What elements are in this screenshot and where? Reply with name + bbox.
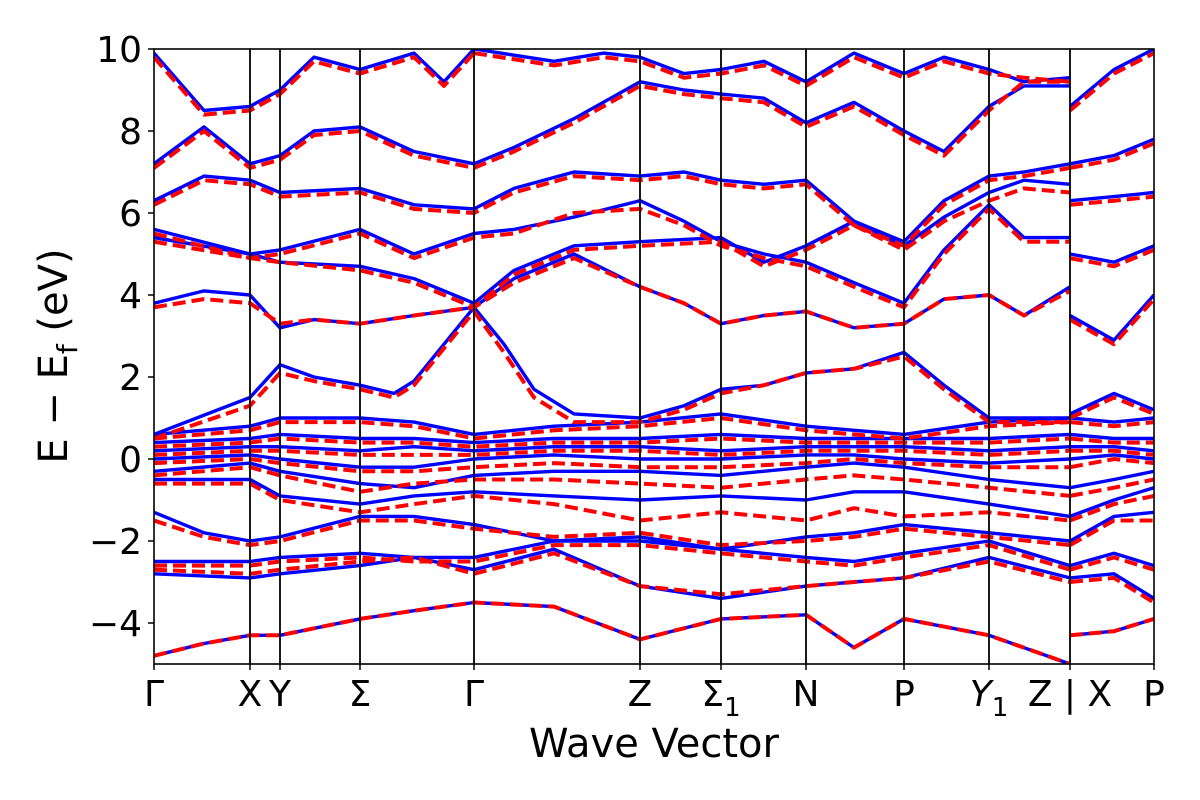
dashed-band-19 bbox=[1069, 420, 1154, 429]
solid-band-13 bbox=[1069, 453, 1154, 461]
solid-band-32 bbox=[154, 49, 476, 113]
x-axis: Γ X Y Σ Γ Z Σ1 N P Y1 Z | X P bbox=[144, 664, 1165, 723]
dashed-band-32 bbox=[154, 51, 476, 117]
x-tick-label-7: N bbox=[793, 674, 820, 715]
dashed-band-22 bbox=[154, 256, 1071, 330]
y-axis-title: E − Ef (eV) bbox=[31, 248, 84, 463]
solid-band-5 bbox=[1069, 551, 1154, 568]
x-tick-label-6: Σ1 bbox=[701, 674, 740, 723]
solid-band-10 bbox=[154, 461, 1071, 490]
solid-band-25 bbox=[1069, 244, 1154, 264]
y-tick-label-1: −2 bbox=[89, 522, 142, 563]
x-tick-label-10: Z | X bbox=[1028, 674, 1112, 715]
dashed-band-28 bbox=[154, 165, 1071, 248]
dashed-band-25 bbox=[1069, 248, 1154, 269]
band-lines bbox=[154, 49, 1154, 664]
y-tick-label-2: 0 bbox=[119, 440, 142, 481]
high-symmetry-lines bbox=[249, 49, 1071, 664]
dashed-band-29 bbox=[1069, 141, 1154, 170]
x-tick-label-8: P bbox=[893, 674, 915, 715]
solid-band-19 bbox=[1069, 416, 1154, 424]
dashed-band-6 bbox=[154, 518, 1071, 548]
dashed-band-20 bbox=[154, 309, 1070, 441]
solid-band-31 bbox=[1068, 49, 1154, 108]
solid-band-15 bbox=[1070, 445, 1154, 453]
x-tick-label-5: Z bbox=[628, 674, 653, 715]
y-tick-label-0: −4 bbox=[89, 604, 142, 645]
dashed-band-14 bbox=[154, 448, 1071, 457]
x-tick-label-2: Y bbox=[268, 674, 292, 715]
dashed-band-12 bbox=[154, 457, 1070, 474]
dashed-band-2 bbox=[154, 551, 1071, 597]
solid-band-9 bbox=[1069, 486, 1154, 518]
solid-band-23 bbox=[1069, 293, 1154, 342]
dashed-band-15 bbox=[1070, 448, 1154, 457]
solid-band-8 bbox=[154, 477, 1071, 519]
dashed-band-5 bbox=[1069, 555, 1154, 572]
solid-band-6 bbox=[154, 510, 1071, 551]
solid-band-24 bbox=[154, 178, 1071, 305]
dashed-band-9 bbox=[1069, 493, 1154, 523]
y-axis-title-subscript: f bbox=[51, 343, 84, 354]
solid-band-28 bbox=[154, 162, 1071, 244]
dashed-band-33 bbox=[473, 51, 1071, 88]
solid-band-21 bbox=[1069, 391, 1154, 416]
y-tick-label-3: 2 bbox=[119, 358, 142, 399]
dashed-band-21 bbox=[1069, 395, 1154, 420]
dashed-band-17 bbox=[1069, 436, 1154, 445]
y-tick-label-7: 10 bbox=[96, 30, 142, 71]
y-axis-title-unit: (eV) bbox=[31, 248, 77, 344]
solid-band-17 bbox=[1069, 432, 1154, 441]
dashed-band-11 bbox=[1069, 477, 1154, 498]
y-tick-label-4: 4 bbox=[119, 276, 142, 317]
x-tick-label-4: Γ bbox=[464, 674, 484, 715]
dashed-band-4 bbox=[154, 543, 1071, 572]
dashed-band-10 bbox=[154, 465, 1071, 498]
x-tick-label-0: Γ bbox=[144, 674, 164, 715]
dashed-band-8 bbox=[154, 481, 1071, 523]
solid-band-29 bbox=[1069, 137, 1154, 166]
y-axis-title-main: E − E bbox=[31, 354, 77, 464]
dashed-band-23 bbox=[1069, 297, 1154, 347]
dashed-band-0 bbox=[154, 600, 1071, 664]
solid-band-2 bbox=[154, 547, 1071, 601]
dashed-band-30 bbox=[154, 79, 1070, 170]
x-tick-label-11: P bbox=[1143, 674, 1165, 715]
dashed-band-16 bbox=[154, 436, 1071, 449]
dashed-band-3 bbox=[1069, 575, 1154, 605]
y-axis: −4 −2 0 2 4 6 8 10 bbox=[89, 30, 154, 645]
x-axis-title: Wave Vector bbox=[529, 721, 780, 767]
x-tick-label-9: Y1 bbox=[970, 674, 1009, 723]
dashed-band-31 bbox=[1068, 51, 1154, 113]
y-tick-label-5: 6 bbox=[119, 194, 142, 235]
dashed-band-1 bbox=[1069, 616, 1154, 638]
dashed-band-18 bbox=[154, 416, 1071, 441]
solid-band-4 bbox=[154, 539, 1071, 568]
plot-frame bbox=[153, 48, 1155, 665]
solid-band-3 bbox=[1069, 572, 1154, 600]
solid-band-7 bbox=[1069, 510, 1154, 543]
solid-band-18 bbox=[154, 412, 1071, 437]
dashed-band-24 bbox=[154, 186, 1071, 310]
solid-band-27 bbox=[1069, 190, 1154, 203]
solid-band-12 bbox=[154, 453, 1071, 469]
solid-band-33 bbox=[473, 49, 1071, 84]
dashed-band-7 bbox=[1069, 518, 1154, 547]
dashed-band-13 bbox=[1069, 457, 1154, 470]
dashed-band-27 bbox=[1069, 194, 1154, 207]
x-tick-label-3: Σ bbox=[349, 674, 372, 715]
solid-band-11 bbox=[1069, 469, 1154, 490]
solid-band-14 bbox=[154, 445, 1071, 453]
x-tick-label-1: X bbox=[238, 674, 263, 715]
y-tick-label-6: 8 bbox=[119, 112, 142, 153]
